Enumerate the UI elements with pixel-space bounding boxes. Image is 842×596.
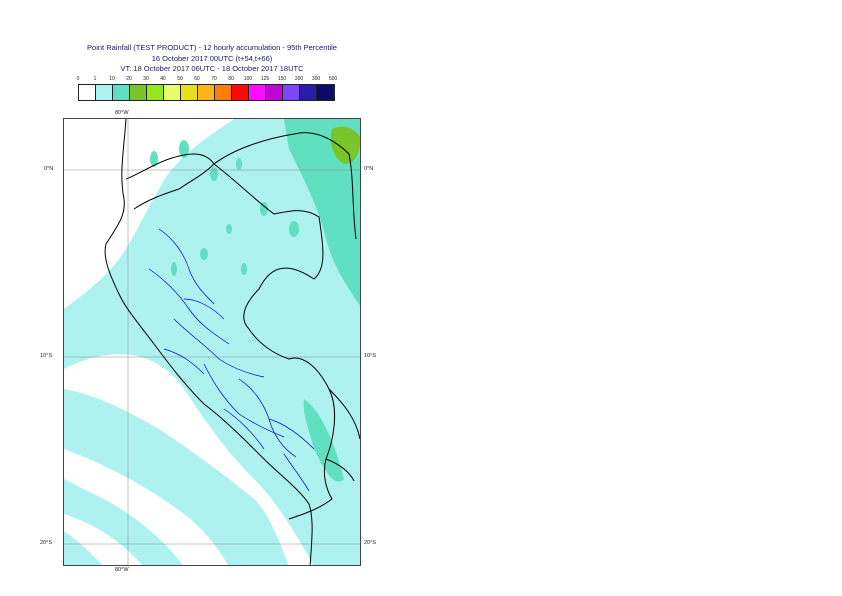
legend-swatch [317, 85, 334, 100]
legend-value: 1 [93, 76, 97, 82]
legend-swatches [78, 84, 335, 101]
bolivia-border [325, 388, 360, 482]
rain-mid-ne [284, 119, 360, 306]
lat-label-left-20: 20°S [40, 540, 52, 546]
legend-values: 0 1 10 20 30 40 50 60 70 80 100 125 150 200 300 500 [76, 76, 348, 84]
white-band-2 [64, 514, 143, 565]
map-svg [64, 119, 360, 565]
legend-value: 150 [277, 76, 287, 82]
legend-swatch [283, 85, 300, 100]
map-title-line3: VT: 18 October 2017 06UTC - 18 October 2… [120, 64, 304, 73]
colombia-border [213, 132, 357, 240]
legend-swatch [164, 85, 181, 100]
graticule [64, 119, 360, 565]
legend-swatch [198, 85, 215, 100]
legend-value: 300 [311, 76, 321, 82]
lon-label-top: 80°W [115, 110, 129, 116]
coastline [104, 119, 313, 565]
legend-value: 40 [160, 76, 166, 82]
legend-swatch [79, 85, 96, 100]
map-title-line2: 16 October 2017 00UTC (t+54,t+66) [151, 54, 273, 63]
legend-value: 80 [228, 76, 234, 82]
legend-value: 70 [211, 76, 217, 82]
legend-value: 60 [194, 76, 200, 82]
legend-swatch [249, 85, 266, 100]
legend-value: 30 [143, 76, 149, 82]
map-title-line1: Point Rainfall (TEST PRODUCT) - 12 hourl… [87, 43, 337, 52]
rain-green-ne [330, 126, 360, 164]
rain-light-south [64, 389, 289, 565]
rain-light-field [64, 119, 360, 565]
legend-value: 20 [126, 76, 132, 82]
legend-swatch [130, 85, 147, 100]
legend-swatch [96, 85, 113, 100]
legend-value: 50 [177, 76, 183, 82]
white-band-1 [64, 449, 228, 565]
legend-value: 125 [260, 76, 270, 82]
legend-value: 500 [328, 76, 338, 82]
lat-label-right-0: 0°N [364, 166, 374, 172]
legend-swatch [300, 85, 317, 100]
legend-value: 200 [294, 76, 304, 82]
legend-swatch [232, 85, 249, 100]
legend-swatch [113, 85, 130, 100]
legend-swatch [266, 85, 283, 100]
lat-label-left-0: 0°N [44, 166, 54, 172]
legend-swatch [147, 85, 164, 100]
lat-label-left-10: 10°S [40, 353, 52, 359]
lon-label-bottom: 80°W [115, 567, 129, 573]
rain-mid-south [303, 399, 344, 482]
rainfall-map [63, 118, 361, 566]
lat-label-right-10: 10°S [364, 353, 376, 359]
legend-swatch [215, 85, 232, 100]
ecuador-border [125, 153, 215, 180]
legend-swatch [181, 85, 198, 100]
color-legend: 0 1 10 20 30 40 50 60 70 80 100 125 150 200 300 500 [76, 76, 348, 102]
province-borders [148, 228, 315, 492]
rain-blobs [150, 140, 299, 276]
lat-label-right-20: 20°S [364, 540, 376, 546]
legend-value: 10 [109, 76, 115, 82]
legend-value: 0 [76, 76, 80, 82]
legend-value: 100 [243, 76, 253, 82]
